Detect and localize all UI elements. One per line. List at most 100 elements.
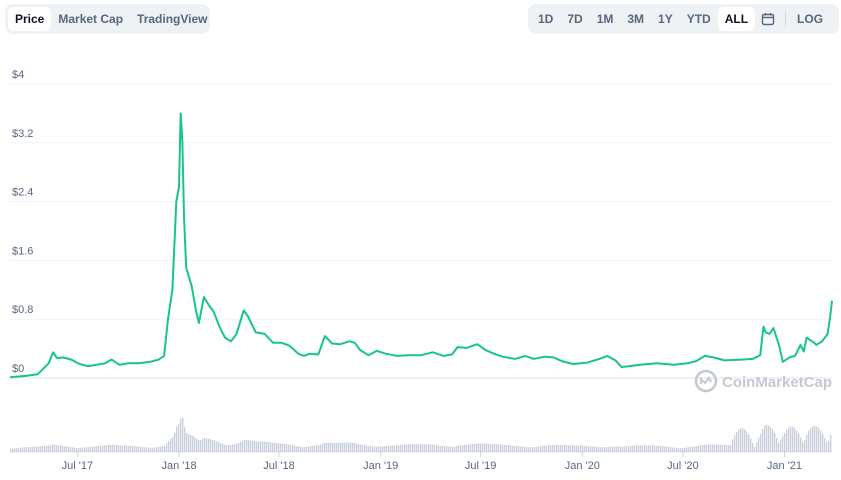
volume-bar	[62, 445, 64, 452]
volume-bar	[378, 446, 380, 452]
volume-bar	[236, 443, 238, 452]
volume-bar	[130, 445, 132, 452]
volume-bar	[96, 446, 98, 452]
volume-bar	[54, 444, 56, 452]
volume-bar	[266, 441, 268, 452]
volume-bar	[752, 443, 754, 452]
volume-bar	[254, 441, 256, 452]
volume-bar	[692, 446, 694, 452]
volume-bar	[634, 445, 636, 452]
volume-bar	[522, 446, 524, 452]
volume-bar	[316, 445, 318, 452]
volume-bar	[50, 445, 52, 452]
volume-bar	[284, 443, 286, 452]
volume-bar	[726, 445, 728, 452]
grid-lines	[10, 83, 832, 453]
volume-bar	[558, 444, 560, 452]
volume-bar	[178, 424, 180, 452]
volume-bar	[22, 447, 24, 452]
range-1y[interactable]: 1Y	[658, 12, 673, 26]
volume-bar	[338, 442, 340, 452]
volume-bar	[738, 429, 740, 452]
volume-bar	[466, 444, 468, 452]
volume-bar	[510, 445, 512, 452]
volume-bar	[624, 446, 626, 452]
volume-bar	[580, 445, 582, 452]
volume-bar	[670, 447, 672, 452]
volume-bar	[260, 441, 262, 452]
volume-bar	[622, 446, 624, 452]
volume-bar	[382, 446, 384, 452]
volume-bar	[392, 445, 394, 452]
volume-bar	[780, 439, 782, 452]
volume-bar	[772, 429, 774, 452]
range-7d[interactable]: 7D	[567, 12, 583, 26]
range-1d[interactable]: 1D	[538, 12, 554, 26]
volume-bar	[362, 444, 364, 452]
volume-bar	[740, 428, 742, 452]
volume-bar	[462, 445, 464, 452]
range-3m[interactable]: 3M	[627, 12, 645, 26]
volume-bar	[42, 446, 44, 452]
volume-bar	[100, 445, 102, 452]
x-tick-label: Jul '18	[263, 460, 294, 472]
volume-bar	[44, 445, 46, 452]
volume-bar	[674, 447, 676, 452]
range-ytd[interactable]: YTD	[686, 12, 711, 26]
volume-bar	[760, 433, 762, 452]
volume-bar	[538, 446, 540, 452]
volume-bar	[414, 444, 416, 452]
volume-bar	[270, 442, 272, 452]
log-scale-toggle[interactable]: LOG	[797, 12, 824, 26]
volume-bar	[64, 446, 66, 452]
volume-bar	[98, 445, 100, 452]
volume-bar	[822, 434, 824, 452]
volume-bar	[404, 444, 406, 452]
volume-bar	[160, 446, 162, 452]
volume-bar	[540, 446, 542, 452]
range-all[interactable]: ALL	[717, 7, 756, 31]
volume-bar	[528, 447, 530, 452]
watermark-text: CoinMarketCap	[722, 374, 832, 391]
volume-bar	[24, 447, 26, 452]
volume-bar	[586, 446, 588, 452]
volume-bar	[630, 445, 632, 452]
volume-bar	[552, 444, 554, 452]
tab-market-cap[interactable]: Market Cap	[58, 12, 124, 26]
volume-bar	[94, 446, 96, 452]
volume-bar	[436, 445, 438, 452]
tab-tradingview[interactable]: TradingView	[137, 12, 208, 26]
volume-bar	[770, 427, 772, 452]
volume-bar	[360, 444, 362, 452]
volume-bar	[664, 446, 666, 452]
volume-bar	[318, 445, 320, 452]
volume-bar	[590, 446, 592, 452]
volume-bar	[628, 446, 630, 452]
volume-bar	[448, 446, 450, 452]
x-tick-label: Jul '20	[667, 460, 698, 472]
volume-bar	[388, 445, 390, 452]
volume-bar	[632, 445, 634, 452]
volume-bar	[824, 438, 826, 452]
range-1m[interactable]: 1M	[596, 12, 614, 26]
volume-bar	[422, 444, 424, 452]
volume-bar	[108, 445, 110, 452]
x-tick-label: Jan '21	[767, 460, 802, 472]
volume-bar	[146, 447, 148, 452]
calendar-icon[interactable]	[755, 7, 781, 31]
volume-bar	[406, 444, 408, 452]
volume-bar	[718, 444, 720, 452]
volume-bar	[734, 435, 736, 452]
tab-price[interactable]: Price	[8, 7, 52, 31]
volume-bar	[18, 447, 20, 452]
volume-bar	[746, 431, 748, 452]
volume-bar	[86, 447, 88, 452]
volume-bar	[420, 444, 422, 452]
volume-bar	[588, 446, 590, 452]
volume-bar	[12, 448, 14, 452]
volume-bar	[678, 448, 680, 452]
volume-bar	[750, 438, 752, 452]
volume-bar	[56, 445, 58, 452]
volume-bar	[188, 434, 190, 452]
volume-bar	[222, 443, 224, 452]
